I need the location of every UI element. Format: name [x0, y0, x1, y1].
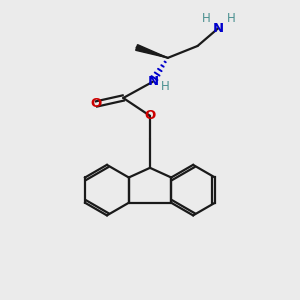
Text: O: O — [91, 98, 102, 110]
Polygon shape — [136, 45, 168, 58]
Text: H: H — [202, 12, 210, 25]
Text: H: H — [226, 12, 235, 25]
Text: H: H — [161, 80, 170, 94]
Text: N: N — [147, 75, 158, 88]
Text: N: N — [213, 22, 224, 34]
Text: O: O — [144, 109, 156, 122]
